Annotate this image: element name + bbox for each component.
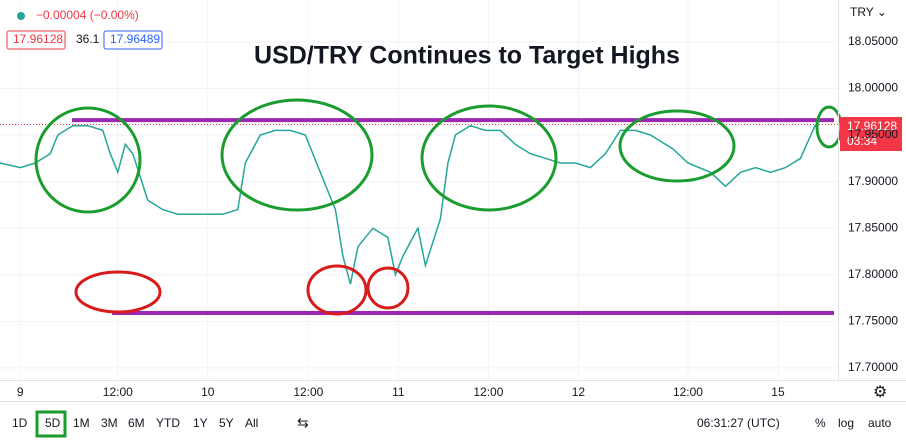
- x-tick-label: 10: [201, 385, 215, 399]
- y-tick-label: 17.95000: [848, 127, 898, 141]
- annotation-circles: [34, 98, 843, 316]
- range-button[interactable]: 5Y: [219, 416, 234, 430]
- price-tag: [840, 117, 902, 151]
- axis-line: [838, 0, 839, 381]
- x-tick-label: 9: [17, 385, 24, 399]
- circle: [420, 104, 558, 212]
- y-tick-label: 17.70000: [848, 360, 898, 374]
- chart-title: USD/TRY Continues to Target Highs: [254, 42, 680, 70]
- y-tick-label: 17.75000: [848, 313, 898, 327]
- circle: [34, 106, 142, 214]
- ask-box[interactable]: [103, 30, 163, 50]
- countdown: 03:34: [847, 134, 877, 148]
- y-tick-label: 17.85000: [848, 220, 898, 234]
- toolbar-border: [0, 401, 906, 402]
- x-tick-label: 12: [572, 385, 586, 399]
- range-button[interactable]: YTD: [156, 416, 180, 430]
- y-tick-label: 17.90000: [848, 174, 898, 188]
- compare-icon[interactable]: ⇆: [297, 415, 309, 431]
- ask[interactable]: 17.96489: [110, 32, 160, 46]
- price-tag-value: 17.96128: [847, 119, 897, 133]
- x-tick-label: 11: [392, 385, 405, 399]
- circle: [74, 270, 162, 314]
- clock: 06:31:27 (UTC): [697, 416, 780, 430]
- log-toggle[interactable]: log: [838, 416, 854, 430]
- x-tick-label: 12:00: [293, 385, 323, 399]
- range-button[interactable]: 1D: [12, 416, 28, 430]
- bid-box[interactable]: [6, 30, 66, 50]
- range-button[interactable]: 1Y: [193, 416, 208, 430]
- circle: [815, 105, 843, 149]
- y-tick-label: 17.80000: [848, 267, 898, 281]
- range-button[interactable]: 5D: [45, 416, 61, 430]
- auto-toggle[interactable]: auto: [868, 416, 892, 430]
- status-dot: [17, 12, 25, 20]
- x-tick-label: 12:00: [103, 385, 133, 399]
- circle: [618, 109, 736, 183]
- range-button[interactable]: 6M: [128, 416, 145, 430]
- x-tick-label: 12:00: [673, 385, 703, 399]
- currency[interactable]: TRY ⌄: [850, 5, 887, 19]
- range-button[interactable]: All: [245, 416, 258, 430]
- circle: [366, 266, 410, 310]
- circle: [306, 264, 368, 316]
- range-button[interactable]: 3M: [101, 416, 118, 430]
- x-tick-label: 15: [771, 385, 785, 399]
- selected-range: [35, 410, 67, 438]
- spread: 36.1: [76, 32, 100, 46]
- axis-line: [0, 380, 906, 381]
- price-line: [0, 124, 817, 285]
- y-tick-label: 18.05000: [848, 34, 898, 48]
- percent-toggle[interactable]: %: [815, 416, 826, 430]
- y-tick-label: 18.00000: [848, 81, 898, 95]
- range-button[interactable]: 1M: [73, 416, 90, 430]
- circle: [220, 98, 374, 212]
- settings-icon[interactable]: ⚙: [873, 384, 887, 401]
- bid[interactable]: 17.96128: [13, 32, 63, 46]
- x-tick-label: 12:00: [473, 385, 503, 399]
- change: −0.00004 (−0.00%): [36, 8, 139, 22]
